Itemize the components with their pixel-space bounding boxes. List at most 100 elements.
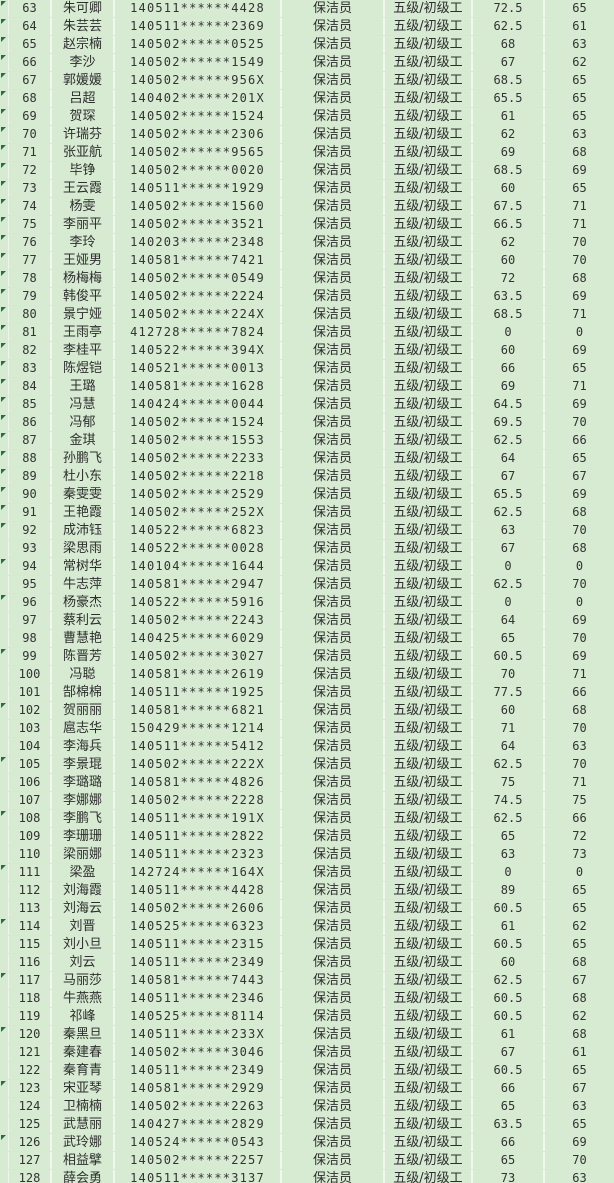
score1-cell[interactable]: 65 bbox=[473, 630, 545, 647]
row-number-cell[interactable]: 117 bbox=[9, 972, 52, 989]
row-number-cell[interactable]: 105 bbox=[9, 756, 52, 773]
level-cell[interactable]: 五级/初级工 bbox=[385, 954, 473, 971]
level-cell[interactable]: 五级/初级工 bbox=[385, 1062, 473, 1079]
level-cell[interactable]: 五级/初级工 bbox=[385, 522, 473, 539]
level-cell[interactable]: 五级/初级工 bbox=[385, 1080, 473, 1097]
score1-cell[interactable]: 63 bbox=[473, 522, 545, 539]
level-cell[interactable]: 五级/初级工 bbox=[385, 468, 473, 485]
score2-cell[interactable]: 0 bbox=[575, 865, 584, 879]
id-number-cell[interactable]: 140502******1553 bbox=[115, 432, 282, 449]
id-number-cell[interactable]: 140502******0020 bbox=[115, 162, 282, 179]
score2-cell[interactable]: 67 bbox=[572, 469, 587, 483]
level-cell[interactable]: 五级/初级工 bbox=[385, 1134, 473, 1151]
id-number-cell[interactable]: 140502******1524 bbox=[115, 108, 282, 125]
score2-cell[interactable]: 71 bbox=[572, 199, 587, 213]
marker-cell[interactable] bbox=[0, 0, 9, 17]
marker-cell[interactable] bbox=[0, 486, 9, 503]
score2-cell[interactable]: 65 bbox=[572, 1, 587, 15]
score1-cell[interactable]: 67 bbox=[473, 54, 545, 71]
row-number-cell[interactable]: 76 bbox=[9, 234, 52, 251]
score1-cell[interactable]: 60.5 bbox=[473, 1062, 545, 1079]
row-number-cell[interactable]: 122 bbox=[9, 1062, 52, 1079]
name-cell[interactable]: 宋亚琴 bbox=[52, 1080, 115, 1097]
marker-cell[interactable] bbox=[0, 342, 9, 359]
score1-cell[interactable]: 74.5 bbox=[473, 792, 545, 809]
level-cell[interactable]: 五级/初级工 bbox=[385, 342, 473, 359]
id-number-cell[interactable]: 140502******2218 bbox=[115, 468, 282, 485]
score1-cell[interactable]: 70 bbox=[473, 666, 545, 683]
level-cell[interactable]: 五级/初级工 bbox=[385, 864, 473, 881]
id-number-cell[interactable]: 140502******1549 bbox=[115, 54, 282, 71]
marker-cell[interactable] bbox=[0, 360, 9, 377]
row-number-cell[interactable]: 93 bbox=[9, 540, 52, 557]
name-cell[interactable]: 刘晋 bbox=[52, 918, 115, 935]
marker-cell[interactable] bbox=[0, 18, 9, 35]
score2-cell[interactable]: 67 bbox=[572, 973, 587, 987]
score2-cell[interactable]: 63 bbox=[572, 1099, 587, 1113]
id-number-cell[interactable]: 140511******2315 bbox=[115, 936, 282, 953]
job-title-cell[interactable]: 保洁员 bbox=[282, 270, 385, 287]
id-number-cell[interactable]: 150429******1214 bbox=[115, 720, 282, 737]
score2-cell[interactable]: 66 bbox=[572, 811, 587, 825]
job-title-cell[interactable]: 保洁员 bbox=[282, 702, 385, 719]
score2-cell[interactable]: 68 bbox=[572, 541, 587, 555]
row-number-cell[interactable]: 79 bbox=[9, 288, 52, 305]
job-title-cell[interactable]: 保洁员 bbox=[282, 990, 385, 1007]
name-cell[interactable]: 毕铮 bbox=[52, 162, 115, 179]
level-cell[interactable]: 五级/初级工 bbox=[385, 540, 473, 557]
name-cell[interactable]: 刘海云 bbox=[52, 900, 115, 917]
job-title-cell[interactable]: 保洁员 bbox=[282, 828, 385, 845]
row-number-cell[interactable]: 120 bbox=[9, 1026, 52, 1043]
marker-cell[interactable] bbox=[0, 216, 9, 233]
score1-cell[interactable]: 65 bbox=[473, 828, 545, 845]
score2-cell[interactable]: 67 bbox=[572, 1081, 587, 1095]
marker-cell[interactable] bbox=[0, 324, 9, 341]
job-title-cell[interactable]: 保洁员 bbox=[282, 90, 385, 107]
job-title-cell[interactable]: 保洁员 bbox=[282, 324, 385, 341]
row-number-cell[interactable]: 113 bbox=[9, 900, 52, 917]
score1-cell[interactable]: 62 bbox=[473, 234, 545, 251]
name-cell[interactable]: 杨豪杰 bbox=[52, 594, 115, 611]
level-cell[interactable]: 五级/初级工 bbox=[385, 774, 473, 791]
job-title-cell[interactable]: 保洁员 bbox=[282, 1098, 385, 1115]
name-cell[interactable]: 王艳霞 bbox=[52, 504, 115, 521]
name-cell[interactable]: 秦育青 bbox=[52, 1062, 115, 1079]
job-title-cell[interactable]: 保洁员 bbox=[282, 198, 385, 215]
job-title-cell[interactable]: 保洁员 bbox=[282, 666, 385, 683]
id-number-cell[interactable]: 140502******0549 bbox=[115, 270, 282, 287]
level-cell[interactable]: 五级/初级工 bbox=[385, 144, 473, 161]
id-number-cell[interactable]: 140502******2306 bbox=[115, 126, 282, 143]
id-number-cell[interactable]: 140502******9565 bbox=[115, 144, 282, 161]
level-cell[interactable]: 五级/初级工 bbox=[385, 1044, 473, 1061]
name-cell[interactable]: 郭媛媛 bbox=[52, 72, 115, 89]
score1-cell[interactable]: 68 bbox=[473, 36, 545, 53]
job-title-cell[interactable]: 保洁员 bbox=[282, 1152, 385, 1169]
marker-cell[interactable] bbox=[0, 882, 9, 899]
id-number-cell[interactable]: 140522******6823 bbox=[115, 522, 282, 539]
marker-cell[interactable] bbox=[0, 990, 9, 1007]
score2-cell[interactable]: 65 bbox=[572, 73, 587, 87]
score2-cell[interactable]: 69 bbox=[572, 343, 587, 357]
marker-cell[interactable] bbox=[0, 774, 9, 791]
level-cell[interactable]: 五级/初级工 bbox=[385, 36, 473, 53]
score2-cell[interactable]: 75 bbox=[572, 793, 587, 807]
marker-cell[interactable] bbox=[0, 378, 9, 395]
id-number-cell[interactable]: 140424******0044 bbox=[115, 396, 282, 413]
name-cell[interactable]: 李沙 bbox=[52, 54, 115, 71]
id-number-cell[interactable]: 140581******4826 bbox=[115, 774, 282, 791]
job-title-cell[interactable]: 保洁员 bbox=[282, 972, 385, 989]
job-title-cell[interactable]: 保洁员 bbox=[282, 54, 385, 71]
level-cell[interactable]: 五级/初级工 bbox=[385, 486, 473, 503]
score2-cell[interactable]: 68 bbox=[572, 505, 587, 519]
score1-cell[interactable]: 60.5 bbox=[473, 936, 545, 953]
score2-cell[interactable]: 66 bbox=[572, 685, 587, 699]
name-cell[interactable]: 冯郁 bbox=[52, 414, 115, 431]
marker-cell[interactable] bbox=[0, 1134, 9, 1151]
job-title-cell[interactable]: 保洁员 bbox=[282, 288, 385, 305]
row-number-cell[interactable]: 68 bbox=[9, 90, 52, 107]
row-number-cell[interactable]: 116 bbox=[9, 954, 52, 971]
id-number-cell[interactable]: 140511******2369 bbox=[115, 18, 282, 35]
score2-cell[interactable]: 70 bbox=[572, 631, 587, 645]
row-number-cell[interactable]: 85 bbox=[9, 396, 52, 413]
job-title-cell[interactable]: 保洁员 bbox=[282, 18, 385, 35]
